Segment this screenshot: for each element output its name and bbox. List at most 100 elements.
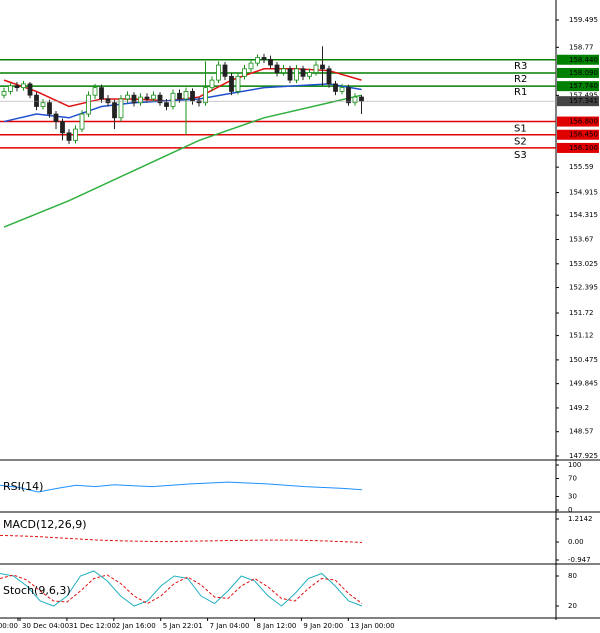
level-label: 158.440 [569,56,598,64]
indicator-line [0,534,363,543]
candle-body [66,132,72,141]
candle-body [1,91,7,96]
x-tick-label: 2 Jan 16:00 [116,622,156,630]
y-tick-label: 149.2 [569,404,589,412]
candle-body [268,58,273,66]
x-tick-label: 31 Dec 12:00 [69,622,116,630]
candle-body [209,79,215,89]
candle-body [73,128,78,141]
candle-body [157,94,163,104]
indicator-tick-label: 100 [568,461,581,469]
candle-body [125,94,130,100]
level-label: 158.090 [569,69,598,77]
y-tick-label: 149.845 [569,380,598,388]
y-tick-label: 154.915 [569,189,598,197]
candle-body [118,98,124,119]
y-tick-label: 151.72 [569,309,594,317]
candle-body [105,98,111,104]
x-tick-label: 13 Jan 00:00 [350,622,394,630]
y-tick-label: 153.025 [569,260,598,268]
indicator-tick-label: 0.00 [568,538,584,546]
candle-body [14,85,20,89]
last-price-tag [557,96,599,107]
indicator-tick-label: -0.947 [568,556,591,564]
candle-body [339,87,345,92]
candle-body [53,113,59,122]
level-name: S3 [514,150,527,161]
candle-body [229,75,234,92]
x-tick-label: 8 Jan 12:00 [257,622,297,630]
candle-body [274,64,280,73]
candle-body [235,75,241,92]
level-tag [557,67,599,78]
x-tick-label: 00:00 [0,622,18,630]
level-tag [557,81,599,92]
candle-body [144,96,150,100]
candle-body [320,64,325,70]
y-tick-label: 153.67 [569,236,594,244]
candle-body [47,102,52,115]
candle-body [151,94,156,100]
candle-body [60,121,65,134]
candle-body [170,92,176,107]
candle-body [359,96,364,102]
level-label: 156.800 [569,118,598,126]
indicator-tick-label: 20 [568,602,577,610]
candle-body [346,87,351,104]
x-tick-label: 9 Jan 20:00 [303,622,343,630]
candle-body [79,113,85,130]
x-tick-label: 30 Dec 04:00 [22,622,69,630]
level-label: 156.100 [569,144,598,152]
y-tick-label: 147.925 [569,452,598,460]
moving-average [3,94,362,228]
candle-body [352,96,358,104]
y-tick-label: 159.495 [569,16,598,24]
last-price-label: 157.341 [569,97,598,105]
candle-body [190,91,195,102]
candle-body [177,92,182,100]
moving-average [3,83,362,123]
y-tick-label: 150.475 [569,356,598,364]
candle-body [216,64,221,81]
y-tick-label: 157.495 [569,91,598,99]
y-tick-label: 158.77 [569,43,594,51]
indicator-line [0,481,363,493]
y-tick-label: 155.59 [569,163,594,171]
level-tag [557,142,599,153]
indicator-title: MACD(12,26,9) [3,518,87,531]
candle-body [313,64,319,73]
candle-body [222,64,228,77]
candle-body [248,62,254,70]
candle-body [242,68,247,77]
candle-body [131,94,137,104]
candle-body [164,102,169,107]
candle-body [138,96,143,104]
candle-body [196,100,202,104]
indicator-tick-label: 30 [568,493,577,501]
level-tag [557,54,599,65]
indicator-line [0,574,363,605]
candle-body [34,94,39,107]
candle-body [27,83,33,96]
candle-body [281,68,286,73]
candle-body [112,102,117,119]
candle-body [21,83,26,89]
candle-body [203,87,208,104]
y-tick-label: 152.395 [569,284,598,292]
x-tick-label: 7 Jan 04:00 [210,622,250,630]
candle-body [307,72,312,77]
y-tick-label: 151.12 [569,332,594,340]
level-label: 156.450 [569,131,598,139]
candle-body [92,87,98,96]
y-tick-label: 154.315 [569,211,598,219]
indicator-tick-label: 70 [568,475,577,483]
indicator-title: RSI(14) [3,480,43,493]
candle-body [333,83,338,92]
level-tag [557,116,599,127]
x-tick-label: 5 Jan 22:01 [163,622,203,630]
level-name: S2 [514,137,527,148]
candle-body [99,87,104,100]
candle-body [300,68,306,77]
